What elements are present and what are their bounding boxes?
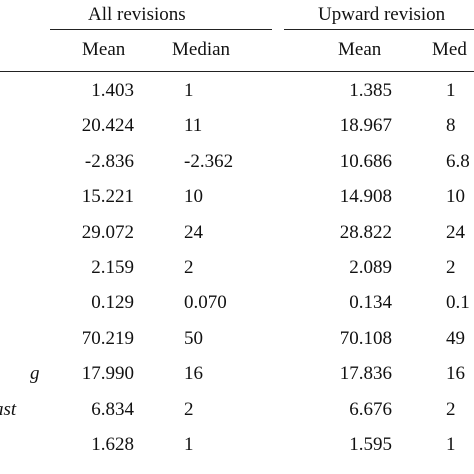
cell-upward-mean: 6.676 bbox=[349, 398, 392, 420]
cell-upward-median: 10 bbox=[446, 186, 465, 208]
row-label: g bbox=[30, 363, 40, 385]
group-rule-all-revisions bbox=[50, 29, 272, 30]
cell-upward-median: 6.8 bbox=[446, 150, 470, 172]
cell-all-mean: -2.836 bbox=[84, 150, 134, 172]
cell-upward-mean: 17.836 bbox=[339, 363, 392, 385]
cell-upward-median: 1 bbox=[446, 434, 456, 455]
cell-upward-median: 16 bbox=[446, 363, 465, 385]
cell-upward-median: 0.1 bbox=[446, 292, 470, 314]
cell-upward-mean: 0.134 bbox=[349, 292, 392, 314]
cell-upward-median: 1 bbox=[446, 80, 456, 101]
cell-upward-median: 24 bbox=[446, 221, 465, 243]
cell-all-mean: 1.403 bbox=[91, 80, 134, 101]
cell-upward-median: 49 bbox=[446, 327, 465, 349]
cell-upward-mean: 70.108 bbox=[339, 327, 392, 349]
column-header-upward-median: Med bbox=[432, 39, 467, 60]
column-header-all-median: Median bbox=[172, 39, 231, 60]
cell-all-median: 10 bbox=[184, 186, 203, 208]
cell-all-mean: 29.072 bbox=[81, 221, 134, 243]
cell-upward-median: 8 bbox=[446, 115, 456, 137]
cell-upward-mean: 18.967 bbox=[339, 115, 392, 137]
header-rule bbox=[0, 71, 474, 72]
cell-all-mean: 70.219 bbox=[81, 327, 134, 349]
cell-all-median: 24 bbox=[184, 221, 203, 243]
cell-all-median: 1 bbox=[184, 434, 194, 455]
cell-upward-mean: 1.385 bbox=[349, 80, 392, 101]
cell-all-median: -2.362 bbox=[184, 150, 234, 172]
cell-all-mean: 1.628 bbox=[91, 434, 134, 455]
cell-all-mean: 20.424 bbox=[81, 115, 134, 137]
cell-all-median: 1 bbox=[184, 80, 194, 101]
cell-all-mean: 2.159 bbox=[91, 257, 134, 278]
column-header-upward-mean: Mean bbox=[338, 39, 382, 60]
cell-upward-median: 2 bbox=[446, 257, 456, 278]
cell-upward-mean: 14.908 bbox=[339, 186, 392, 208]
cell-all-median: 50 bbox=[184, 327, 203, 349]
cell-upward-mean: 2.089 bbox=[349, 257, 392, 278]
cell-upward-median: 2 bbox=[446, 398, 456, 420]
cell-all-median: 2 bbox=[184, 257, 194, 278]
row-label: ast bbox=[0, 398, 17, 420]
cell-upward-mean: 10.686 bbox=[339, 150, 392, 172]
cell-all-median: 2 bbox=[184, 398, 194, 420]
cell-all-median: 11 bbox=[184, 115, 203, 137]
group-header-all-revisions: All revisions bbox=[88, 4, 186, 25]
cell-upward-mean: 28.822 bbox=[339, 221, 392, 243]
column-header-all-mean: Mean bbox=[82, 39, 126, 60]
group-rule-upward-revisions bbox=[284, 29, 474, 30]
cell-all-mean: 6.834 bbox=[91, 398, 134, 420]
cell-all-mean: 17.990 bbox=[81, 363, 134, 385]
cell-all-median: 0.070 bbox=[184, 292, 227, 314]
cell-upward-mean: 1.595 bbox=[349, 434, 392, 455]
group-header-upward-revisions: Upward revision bbox=[318, 4, 446, 25]
cell-all-mean: 15.221 bbox=[81, 186, 134, 208]
cell-all-mean: 0.129 bbox=[91, 292, 134, 314]
cell-all-median: 16 bbox=[184, 363, 203, 385]
